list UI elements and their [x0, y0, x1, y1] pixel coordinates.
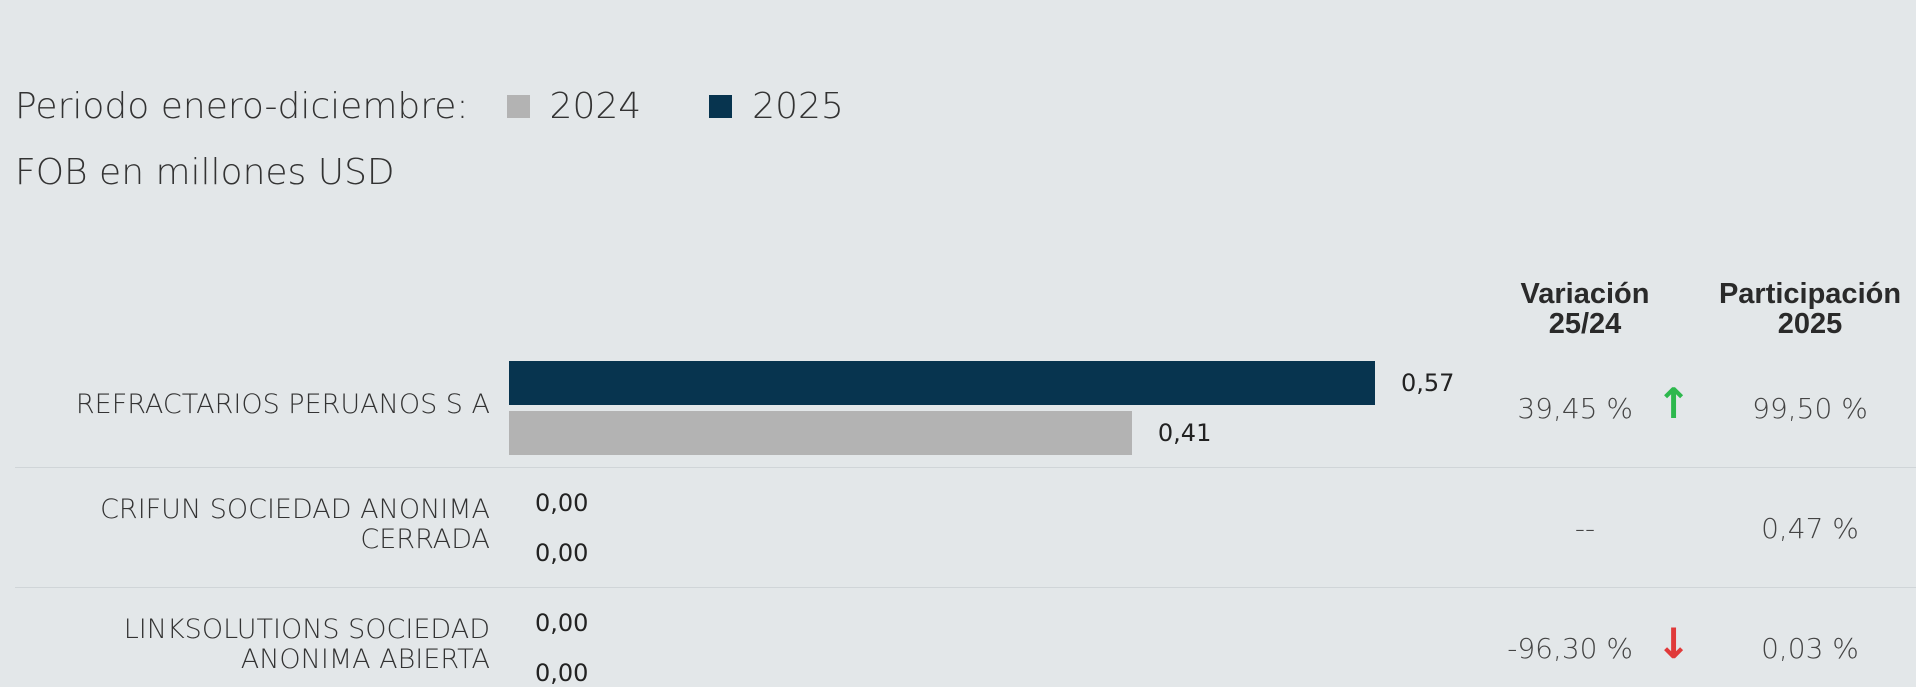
row-separator: [15, 467, 1916, 468]
category-label: REFRACTARIOS PERUANOS S A: [75, 389, 490, 420]
variation-value: 39,45 %: [1517, 392, 1633, 425]
data-label-2024: 0,41: [1157, 419, 1212, 447]
participation-value: 0,03 %: [1761, 632, 1859, 665]
bar-2025[interactable]: [509, 361, 1375, 405]
row-separator: [15, 587, 1916, 588]
category-label: CRIFUN SOCIEDAD ANONIMA CERRADA: [100, 494, 490, 555]
arrow-down-icon: ↓: [1656, 619, 1692, 668]
participation-value: 0,47 %: [1761, 512, 1859, 545]
variation-header-line2: 25/24: [1548, 308, 1622, 340]
data-label-2025: 0,00: [535, 609, 589, 637]
data-label-2025: 0,57: [1401, 369, 1455, 397]
legend-swatch-2024: [506, 95, 530, 118]
variation-header: Variación 25/24: [1500, 279, 1670, 339]
category-label: LINKSOLUTIONS SOCIEDAD ANONIMA ABIERTA: [123, 614, 490, 675]
data-label-2024: 0,00: [535, 659, 589, 687]
legend-swatch-2025: [709, 95, 733, 118]
data-label-2024: 0,00: [535, 539, 589, 567]
legend-item-2025[interactable]: 2025: [709, 86, 844, 127]
participation-header: Participación 2025: [1710, 279, 1910, 339]
legend-title: Periodo enero-diciembre:: [15, 86, 469, 127]
arrow-up-icon: ↑: [1656, 379, 1692, 428]
legend-item-2024[interactable]: 2024: [506, 86, 642, 127]
variation-value: -96,30 %: [1507, 632, 1633, 665]
participation-header-line2: 2025: [1777, 308, 1843, 340]
variation-header-line1: Variación: [1520, 278, 1650, 310]
legend: Periodo enero-diciembre: 2024 2025: [15, 86, 844, 127]
legend-label-2024: 2024: [549, 86, 642, 127]
data-label-2025: 0,00: [535, 489, 589, 517]
bar-2024[interactable]: [509, 411, 1132, 455]
participation-header-line1: Participación: [1718, 278, 1902, 310]
legend-label-2025: 2025: [752, 86, 844, 127]
chart-subtitle: FOB en millones USD: [15, 152, 395, 193]
variation-value: --: [1574, 512, 1596, 545]
participation-value: 99,50 %: [1752, 392, 1868, 425]
